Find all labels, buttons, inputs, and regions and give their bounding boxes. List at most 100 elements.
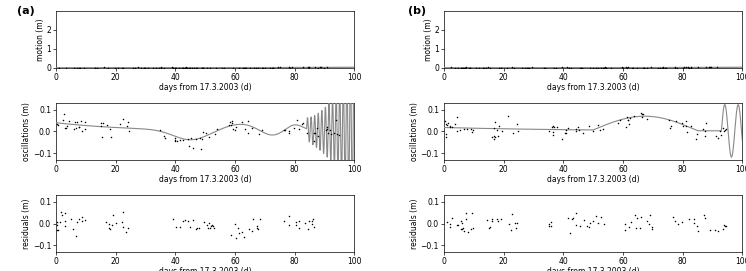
- Point: [667, 215, 679, 219]
- Point: [460, 211, 472, 215]
- Point: [313, 66, 325, 70]
- Point: [312, 133, 324, 138]
- Point: [668, 66, 680, 70]
- Point: [717, 125, 729, 130]
- Point: [142, 66, 154, 70]
- Point: [180, 66, 192, 70]
- Point: [712, 229, 724, 233]
- Point: [197, 66, 209, 70]
- Point: [612, 121, 624, 125]
- Point: [621, 66, 633, 70]
- Point: [598, 221, 610, 226]
- Point: [645, 65, 657, 70]
- Point: [121, 124, 133, 128]
- Point: [646, 227, 658, 231]
- Point: [307, 139, 319, 143]
- Point: [284, 66, 296, 70]
- Point: [169, 66, 181, 70]
- Point: [455, 66, 467, 70]
- Point: [73, 66, 85, 70]
- Point: [272, 65, 283, 70]
- Point: [620, 65, 632, 70]
- Point: [283, 129, 295, 133]
- Point: [184, 225, 195, 230]
- Point: [495, 217, 507, 221]
- Point: [185, 136, 197, 140]
- Point: [169, 138, 181, 143]
- Point: [51, 228, 63, 232]
- Point: [293, 219, 305, 224]
- Point: [621, 117, 633, 122]
- Point: [278, 128, 290, 132]
- Point: [444, 224, 456, 229]
- Point: [158, 133, 170, 138]
- Point: [712, 136, 724, 140]
- Point: [599, 65, 611, 70]
- Point: [439, 119, 451, 123]
- Point: [295, 122, 307, 126]
- Point: [542, 224, 554, 228]
- Point: [463, 66, 475, 70]
- Point: [512, 221, 524, 225]
- Point: [314, 65, 326, 70]
- Point: [627, 66, 639, 70]
- Point: [657, 65, 669, 70]
- Point: [630, 226, 642, 230]
- Point: [182, 218, 194, 223]
- Point: [721, 127, 733, 131]
- Point: [98, 65, 110, 70]
- Point: [223, 123, 235, 128]
- Point: [698, 129, 710, 134]
- Point: [572, 125, 584, 129]
- Point: [232, 225, 244, 230]
- Point: [464, 66, 476, 70]
- Point: [238, 235, 250, 239]
- Point: [688, 217, 700, 222]
- Point: [680, 65, 692, 70]
- Point: [179, 66, 191, 70]
- Point: [302, 65, 314, 69]
- Point: [700, 65, 712, 69]
- Point: [244, 66, 256, 70]
- Point: [110, 221, 122, 225]
- Point: [670, 119, 682, 123]
- Point: [562, 216, 574, 220]
- Point: [71, 65, 83, 70]
- Point: [578, 218, 590, 222]
- Y-axis label: motion (m): motion (m): [424, 18, 433, 61]
- Point: [597, 127, 609, 131]
- Point: [562, 126, 574, 130]
- Point: [455, 219, 467, 223]
- Point: [187, 146, 199, 151]
- Point: [451, 222, 463, 227]
- Point: [704, 65, 716, 70]
- Point: [322, 131, 333, 136]
- Point: [508, 66, 520, 70]
- Point: [89, 66, 101, 70]
- Point: [594, 128, 606, 132]
- Point: [239, 127, 251, 131]
- Point: [290, 223, 302, 227]
- Point: [548, 130, 560, 134]
- Point: [68, 127, 80, 131]
- Point: [474, 66, 486, 70]
- Point: [460, 65, 471, 70]
- Point: [288, 126, 300, 130]
- Point: [224, 120, 236, 124]
- Text: (b): (b): [408, 6, 426, 16]
- Point: [700, 121, 712, 125]
- Point: [154, 66, 166, 70]
- Point: [506, 212, 518, 216]
- Point: [654, 65, 666, 70]
- Point: [259, 66, 271, 70]
- Point: [236, 66, 248, 70]
- Point: [526, 65, 538, 70]
- Point: [495, 66, 507, 70]
- Point: [502, 114, 514, 118]
- Point: [181, 66, 193, 70]
- Point: [456, 221, 468, 225]
- Point: [129, 66, 141, 70]
- Point: [440, 134, 452, 139]
- Point: [463, 65, 475, 70]
- Point: [510, 221, 521, 225]
